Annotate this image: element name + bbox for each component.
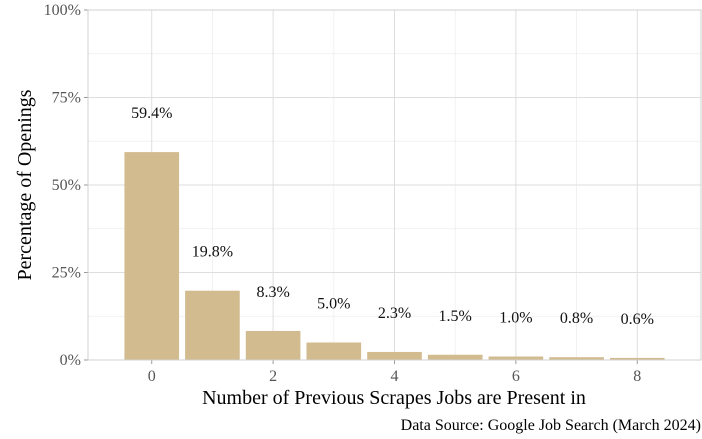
data-label-0: 59.4% bbox=[131, 105, 172, 122]
x-tick-label: 0 bbox=[148, 368, 156, 385]
data-label-7: 0.8% bbox=[560, 310, 593, 327]
x-tick-label: 2 bbox=[269, 368, 277, 385]
data-label-5: 1.5% bbox=[439, 308, 472, 325]
y-axis-title: Percentage of Openings bbox=[14, 89, 36, 280]
bar-6 bbox=[488, 356, 544, 360]
y-tick-label: 50% bbox=[52, 177, 81, 194]
x-tick-label: 6 bbox=[512, 368, 520, 385]
x-tick-label: 8 bbox=[633, 368, 641, 385]
data-labels: 59.4% 19.8% 8.3% 5.0% 2.3% 1.5% 1.0% 0.8% 0.6% bbox=[131, 105, 654, 328]
data-label-1: 19.8% bbox=[192, 244, 233, 261]
bars bbox=[124, 152, 665, 360]
x-tick-label: 4 bbox=[391, 368, 399, 385]
bar-5 bbox=[427, 354, 483, 360]
data-label-8: 0.6% bbox=[621, 311, 654, 328]
data-label-6: 1.0% bbox=[499, 310, 532, 327]
y-tick-label: 100% bbox=[44, 2, 81, 19]
data-label-2: 8.3% bbox=[256, 284, 289, 301]
axes: 0% 25% 50% 75% 100% 0 2 4 6 8 bbox=[44, 2, 702, 385]
data-source-caption: Data Source: Google Job Search (March 20… bbox=[401, 417, 701, 434]
plot-panel-border bbox=[87, 9, 702, 361]
bar-3 bbox=[306, 342, 362, 360]
bar-0 bbox=[124, 152, 180, 360]
y-tick-label: 75% bbox=[52, 90, 81, 107]
bar-4 bbox=[367, 351, 422, 360]
bar-2 bbox=[245, 330, 301, 360]
y-tick-label: 25% bbox=[52, 265, 81, 282]
bar-7 bbox=[549, 357, 604, 360]
y-tick-label: 0% bbox=[60, 352, 81, 369]
x-axis-title: Number of Previous Scrapes Jobs are Pres… bbox=[202, 387, 586, 409]
bar-8 bbox=[609, 357, 665, 360]
data-label-3: 5.0% bbox=[317, 296, 350, 313]
bar-1 bbox=[185, 290, 240, 360]
data-label-4: 2.3% bbox=[378, 305, 411, 322]
